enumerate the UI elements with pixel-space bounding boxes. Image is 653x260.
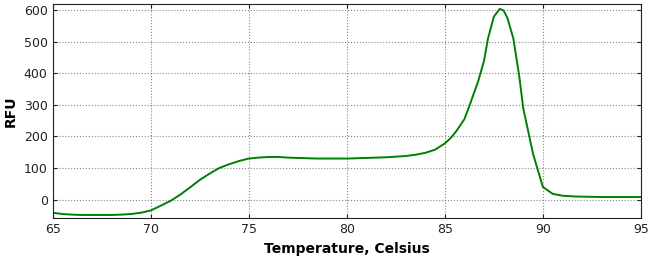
Y-axis label: RFU: RFU bbox=[4, 95, 18, 127]
X-axis label: Temperature, Celsius: Temperature, Celsius bbox=[264, 242, 430, 256]
